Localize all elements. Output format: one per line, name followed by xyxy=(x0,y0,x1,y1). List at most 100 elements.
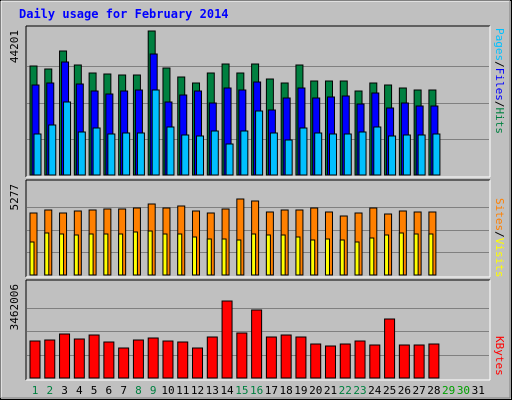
legend-kbytes: KBytes xyxy=(493,336,506,376)
x-tick-label: 1 xyxy=(32,384,39,397)
kbytes-bar xyxy=(29,340,41,379)
x-tick-label: 26 xyxy=(398,384,411,397)
visits-bar xyxy=(177,233,183,276)
x-tick-label: 8 xyxy=(135,384,142,397)
kbytes-bar xyxy=(221,300,233,379)
x-tick-label: 18 xyxy=(280,384,293,397)
x-tick-label: 23 xyxy=(353,384,366,397)
kbytes-bar xyxy=(295,336,307,379)
kbytes-bar xyxy=(147,337,159,379)
kbytes-bar xyxy=(265,336,277,379)
pages-bar xyxy=(314,132,323,176)
pages-bar xyxy=(166,126,175,176)
x-tick-label: 29 xyxy=(442,384,455,397)
visits-bar xyxy=(192,236,198,276)
visits-bar xyxy=(295,236,301,276)
pages-bar xyxy=(343,133,352,176)
pages-bar xyxy=(358,131,367,176)
y-max-label-kbytes: 3462006 xyxy=(8,284,21,330)
visits-bar xyxy=(265,234,271,276)
kbytes-bar xyxy=(59,333,71,379)
legend-sites-visits: Sites/Visits xyxy=(493,198,506,278)
x-tick-label: 13 xyxy=(206,384,219,397)
pages-bar xyxy=(255,110,264,176)
visits-bar xyxy=(384,234,390,276)
pages-bar xyxy=(269,132,278,176)
x-tick-label: 31 xyxy=(472,384,485,397)
pages-bar xyxy=(122,132,131,176)
visits-bar xyxy=(73,234,79,276)
x-tick-label: 12 xyxy=(191,384,204,397)
pages-bar xyxy=(225,143,234,176)
x-tick-label: 30 xyxy=(457,384,470,397)
legend-hits-files-pages: Pages/Files/Hits xyxy=(493,28,506,134)
visits-bar xyxy=(206,238,212,276)
pages-bar xyxy=(92,127,101,176)
pages-bar xyxy=(284,139,293,176)
pages-bar xyxy=(136,132,145,176)
x-tick-label: 25 xyxy=(383,384,396,397)
kbytes-bar xyxy=(339,343,351,379)
kbytes-bar xyxy=(118,347,130,379)
visits-bar xyxy=(221,238,227,276)
x-tick-label: 3 xyxy=(61,384,68,397)
kbytes-bar xyxy=(428,343,440,379)
x-tick-label: 4 xyxy=(76,384,83,397)
kbytes-bar xyxy=(413,344,425,379)
x-tick-label: 16 xyxy=(250,384,263,397)
pages-bar xyxy=(328,133,337,176)
visits-bar xyxy=(118,233,124,276)
pages-bar xyxy=(48,124,57,176)
x-tick-label: 5 xyxy=(91,384,98,397)
visits-bar xyxy=(132,231,138,276)
visits-bar xyxy=(162,233,168,276)
visits-bar xyxy=(251,233,257,276)
kbytes-bar xyxy=(324,345,336,379)
visits-bar xyxy=(413,233,419,276)
visits-bar xyxy=(59,233,65,276)
kbytes-bar xyxy=(310,343,322,379)
visits-bar xyxy=(103,233,109,276)
pages-bar xyxy=(432,133,441,176)
x-tick-label: 14 xyxy=(220,384,234,397)
kbytes-bar xyxy=(280,334,292,379)
x-tick-label: 27 xyxy=(413,384,426,397)
kbytes-bar xyxy=(88,334,100,379)
visits-bar xyxy=(339,239,345,276)
visits-bar xyxy=(324,238,330,276)
x-tick-label: 19 xyxy=(294,384,307,397)
visits-bar xyxy=(369,237,375,276)
x-tick-label: 7 xyxy=(120,384,127,397)
pages-bar xyxy=(240,130,249,176)
visits-bar xyxy=(280,234,286,276)
x-tick-label: 15 xyxy=(235,384,248,397)
visits-bar xyxy=(428,233,434,276)
visits-bar xyxy=(88,233,94,276)
x-tick-label: 28 xyxy=(427,384,440,397)
kbytes-bar xyxy=(398,344,410,379)
y-max-label-hits: 44201 xyxy=(8,30,21,63)
x-tick-label: 11 xyxy=(176,384,189,397)
visits-bar xyxy=(398,232,404,276)
kbytes-bar xyxy=(73,338,85,379)
kbytes-bar xyxy=(236,332,248,379)
x-tick-label: 17 xyxy=(265,384,278,397)
y-max-label-sites: 5277 xyxy=(8,184,21,211)
kbytes-bar xyxy=(177,341,189,379)
kbytes-bar xyxy=(369,344,381,379)
kbytes-bar xyxy=(162,340,174,379)
kbytes-bar xyxy=(384,318,396,379)
pages-bar xyxy=(196,135,205,176)
chart-title: Daily usage for February 2014 xyxy=(19,7,229,21)
pages-bar xyxy=(33,133,42,176)
pages-bar xyxy=(417,134,426,176)
pages-bar xyxy=(210,130,219,176)
x-tick-label: 22 xyxy=(339,384,352,397)
x-tick-label: 20 xyxy=(309,384,322,397)
visits-bar xyxy=(44,232,50,276)
visits-bar xyxy=(147,230,153,276)
kbytes-bar xyxy=(103,341,115,379)
x-tick-label: 9 xyxy=(150,384,157,397)
pages-bar xyxy=(77,131,86,176)
pages-bar xyxy=(373,126,382,176)
